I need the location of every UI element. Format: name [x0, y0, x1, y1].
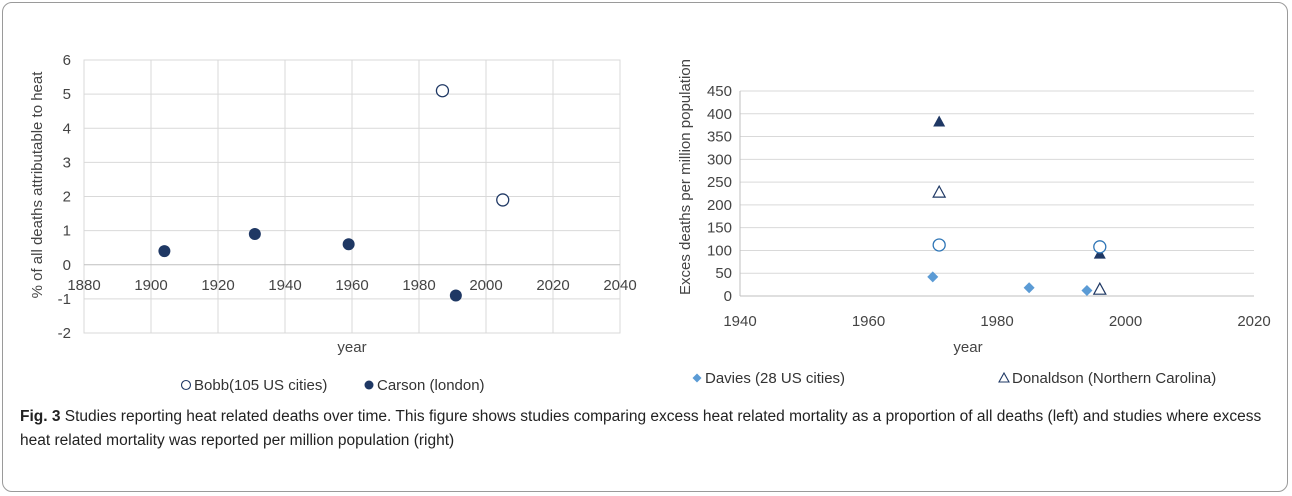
y-tick-label: 250: [707, 174, 732, 191]
y-tick-label: 100: [707, 242, 732, 259]
legend-label: Carson (london): [377, 377, 485, 394]
data-point: [1093, 240, 1107, 254]
x-tick-label: 2020: [1237, 313, 1270, 330]
x-tick-label: 1980: [402, 277, 435, 294]
x-tick-label: 2000: [1109, 313, 1142, 330]
legend-label: Donaldson (Northern Carolina): [1012, 370, 1216, 387]
left-chart-ylabel: % of all deaths attributable to heat: [29, 71, 46, 299]
y-tick-label: 350: [707, 129, 732, 146]
data-point: [449, 289, 462, 302]
data-point: [342, 238, 355, 251]
right-chart-xlabel: year: [953, 339, 982, 356]
x-tick-label: 1980: [980, 313, 1013, 330]
caption-text: Studies reporting heat related deaths ov…: [20, 408, 1262, 449]
x-tick-label: 2000: [469, 277, 502, 294]
y-tick-label: 6: [63, 52, 71, 69]
data-point: [933, 115, 946, 127]
y-tick-label: 400: [707, 106, 732, 123]
left-chart: % of all deaths attributable to heat yea…: [29, 52, 637, 394]
x-tick-label: 1920: [201, 277, 234, 294]
y-tick-label: 0: [724, 288, 732, 305]
y-tick-label: 300: [707, 151, 732, 168]
y-tick-label: -2: [58, 325, 71, 342]
legend-marker: [364, 380, 374, 390]
data-point: [1023, 282, 1035, 294]
x-tick-label: 2020: [536, 277, 569, 294]
data-point: [927, 271, 939, 283]
x-tick-label: 1900: [134, 277, 167, 294]
y-tick-label: 450: [707, 83, 732, 100]
data-point: [248, 228, 261, 241]
legend-marker: [692, 373, 702, 383]
y-tick-label: 150: [707, 220, 732, 237]
right-legend: Davies (28 US cities) Donaldson (Northern…: [692, 370, 1216, 387]
left-legend: Bobb(105 US cities) Carson (london): [180, 377, 485, 394]
data-point: [158, 245, 171, 258]
x-tick-label: 1880: [67, 277, 100, 294]
caption-label: Fig. 3: [20, 408, 61, 425]
y-tick-label: 5: [63, 86, 71, 103]
y-tick-label: 1: [63, 223, 71, 240]
data-point: [932, 184, 947, 198]
y-tick-label: 4: [63, 120, 71, 137]
figure-caption: Fig. 3 Studies reporting heat related de…: [20, 405, 1270, 453]
legend-label: Davies (28 US cities): [705, 370, 845, 387]
x-tick-label: 1960: [335, 277, 368, 294]
y-tick-label: 200: [707, 197, 732, 214]
y-tick-label: 3: [63, 154, 71, 171]
left-chart-xlabel: year: [337, 339, 366, 356]
data-point: [1081, 285, 1093, 297]
data-point: [496, 193, 510, 207]
data-point: [932, 238, 946, 252]
data-point: [435, 84, 450, 98]
y-tick-label: 50: [715, 265, 732, 282]
data-point: [1092, 281, 1107, 295]
right-chart: Exces deaths per million population year…: [677, 59, 1271, 387]
x-tick-label: 1940: [723, 313, 756, 330]
legend-label: Bobb(105 US cities): [194, 377, 327, 394]
right-chart-ylabel: Exces deaths per million population: [677, 59, 694, 295]
legend-marker: [180, 379, 192, 391]
x-tick-label: 1960: [852, 313, 885, 330]
y-tick-label: -1: [58, 291, 71, 308]
y-tick-label: 2: [63, 189, 71, 206]
y-tick-label: 0: [63, 257, 71, 274]
x-tick-label: 1940: [268, 277, 301, 294]
legend-marker: [998, 371, 1010, 383]
x-tick-label: 2040: [603, 277, 636, 294]
figure-charts: % of all deaths attributable to heat yea…: [29, 52, 1271, 394]
